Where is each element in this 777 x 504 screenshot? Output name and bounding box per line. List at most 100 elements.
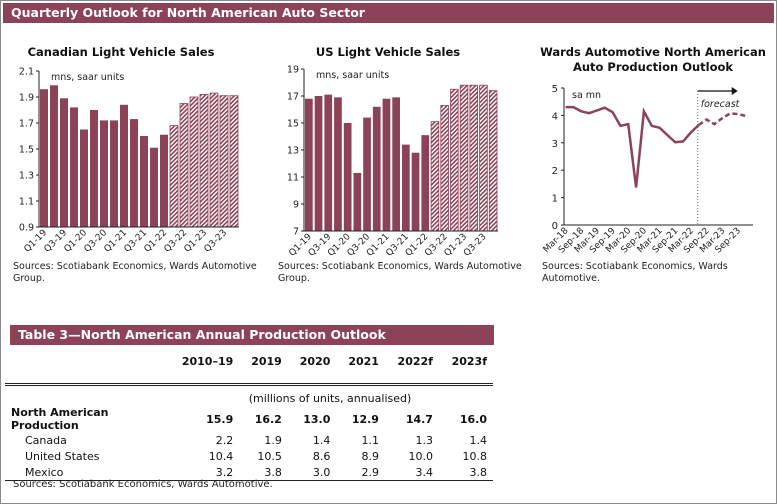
bar-Q4-19	[70, 107, 78, 227]
bar-Q2-22	[430, 121, 440, 232]
table-cell: 3.2	[167, 464, 240, 481]
table-cell: 1.4	[469, 433, 488, 447]
bar-Q4-19	[334, 97, 342, 231]
table-cell: 2.9	[336, 464, 385, 481]
table-row: North American Production 15.9 16.2 13.0 12.…	[5, 406, 493, 432]
bar-Q1-20	[343, 123, 352, 231]
bar-Q1-21	[120, 104, 128, 227]
wards-production-chart: Wards Automotive North American Auto Prod…	[540, 45, 766, 256]
bar-Q2-19	[50, 85, 58, 227]
chart-title: US Light Vehicle Sales	[316, 45, 460, 59]
table-row: United States 10.4 10.5 8.6 8.9 10.0 10.8	[5, 448, 493, 464]
arrow-head-icon	[731, 87, 738, 95]
y-tick-label: 11	[287, 173, 299, 184]
table-cell: 2.2	[215, 433, 234, 447]
row-label: Mexico	[5, 464, 167, 481]
table-cell: 8.9	[361, 449, 379, 463]
table-cell: 16.0	[459, 412, 487, 426]
table-cell: 15.9	[206, 412, 234, 426]
table-cell: 13.0	[303, 412, 331, 426]
table-cell: 3.0	[287, 464, 337, 481]
bar-Q3-21	[140, 136, 148, 227]
y-tick-label: 1.3	[19, 171, 34, 182]
bar-Q2-20	[353, 172, 362, 231]
table-row: Canada 2.2 1.9 1.4 1.1 1.3 1.4	[5, 432, 493, 448]
bar-Q2-23	[469, 84, 478, 232]
table-cell: 14.7	[405, 412, 433, 426]
bar-Q3-19	[324, 94, 333, 232]
y-tick-label: 2	[552, 166, 558, 177]
y-tick-label: 4	[552, 111, 558, 122]
y-tick-label: 1.1	[19, 197, 34, 208]
bar-Q4-20	[110, 120, 118, 227]
table-cell: 16.2	[254, 412, 282, 426]
unit-label: sa mn	[572, 90, 601, 101]
bar-Q3-22	[440, 105, 449, 232]
row-label: United States	[25, 449, 100, 463]
y-tick-label: 13	[287, 146, 299, 157]
y-tick-label: 1.7	[19, 119, 34, 130]
bar-Q4-22	[450, 88, 459, 232]
x-tick-label: Q3-23	[203, 228, 230, 255]
y-tick-label: 5	[552, 84, 558, 95]
bar-Q3-23	[479, 84, 488, 232]
bar-Q3-23	[219, 95, 229, 228]
bar-Q2-19	[314, 96, 323, 231]
bar-Q3-20	[100, 120, 108, 227]
bar-Q1-20	[80, 129, 88, 227]
y-tick-label: 19	[287, 65, 299, 76]
table-cell: 8.6	[312, 449, 331, 463]
table-source: Sources: Scotiabank Economics, Wards Aut…	[13, 479, 273, 490]
table-cell: 1.9	[264, 433, 282, 447]
y-tick-label: 3	[552, 139, 558, 150]
unit-note: (millions of units, annualised)	[248, 391, 412, 405]
table-cell: 3.4	[384, 464, 439, 481]
table-cell: 1.3	[415, 433, 433, 447]
bar-Q4-21	[150, 147, 158, 227]
bar-Q2-21	[392, 97, 400, 231]
table-cell: 1.1	[361, 433, 379, 447]
bar-Q1-22	[160, 134, 168, 227]
page-header: Quarterly Outlook for North American Aut…	[3, 3, 774, 23]
bar-Q1-23	[459, 84, 469, 232]
table-cell: 12.9	[351, 412, 379, 426]
y-tick-label: 9	[293, 200, 299, 211]
production-table: 2010–19 2019 2020 2021 2022f 2023f (mill…	[5, 353, 493, 481]
y-tick-label: 0.9	[19, 223, 34, 234]
forecast-production-line	[698, 112, 747, 127]
bar-Q4-23	[229, 95, 239, 228]
actual-production-line	[565, 105, 700, 188]
table-cell: 10.0	[408, 449, 433, 463]
unit-label: mns, saar units	[316, 70, 389, 81]
y-tick-label: 17	[287, 92, 299, 103]
table-cell: 10.8	[462, 449, 488, 463]
bar-Q3-21	[402, 144, 410, 231]
table-cell: 3.8	[239, 464, 288, 481]
bar-Q4-20	[372, 106, 381, 231]
bar-Q3-20	[363, 117, 371, 231]
y-tick-label: 1.9	[19, 93, 34, 104]
y-tick-label: 1	[552, 194, 558, 205]
bar-Q2-21	[130, 119, 138, 227]
row-label: North American Production	[11, 406, 109, 432]
y-tick-label: 15	[287, 119, 299, 130]
column-header: 2019	[251, 354, 282, 368]
y-tick-label: 2.1	[19, 67, 34, 78]
row-label: Canada	[25, 433, 67, 447]
chart-source: Sources: Scotiabank Economics, Wards Aut…	[278, 261, 522, 284]
column-header: 2022f	[397, 354, 433, 368]
unit-label: mns, saar units	[51, 72, 124, 83]
column-header: 2010–19	[181, 354, 234, 368]
bar-Q1-19	[40, 89, 48, 227]
canadian-sales-chart: Canadian Light Vehicle Sales mns, saar un…	[19, 45, 239, 255]
bar-Q3-19	[60, 98, 68, 227]
y-tick-label: 0	[552, 221, 558, 232]
forecast-annotation: forecast	[701, 99, 741, 110]
column-header: 2020	[299, 354, 331, 368]
bar-Q2-20	[90, 110, 98, 227]
chart-title: Canadian Light Vehicle Sales	[28, 45, 215, 59]
y-tick-label: 7	[293, 227, 299, 238]
table-header-row: 2010–19 2019 2020 2021 2022f 2023f	[5, 353, 493, 369]
column-header: 2023f	[451, 354, 487, 368]
